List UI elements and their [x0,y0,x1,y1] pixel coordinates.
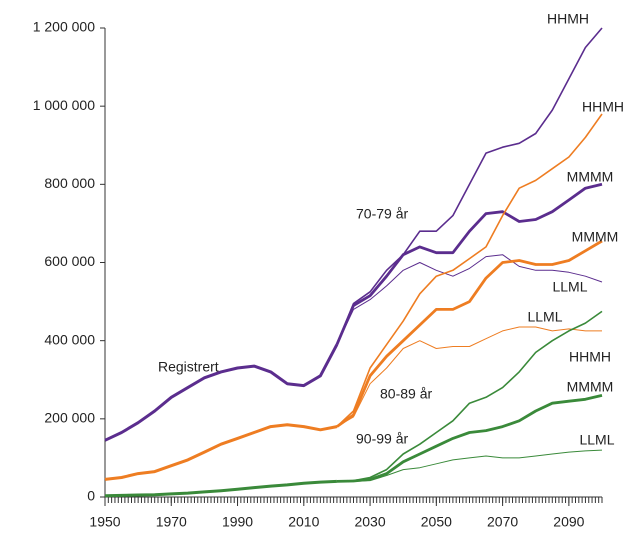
series-label: LLML [527,309,562,325]
y-tick-label: 800 000 [44,175,95,191]
series-line [104,343,339,442]
annotation: 80-89 år [380,386,432,402]
series-line [336,113,603,428]
x-tick-label: 1970 [156,514,187,530]
series-label: HHMH [569,349,611,365]
x-tick-label: 2050 [421,514,452,530]
y-tick-label: 1 200 000 [33,19,95,35]
series-line [104,479,337,498]
x-tick-label: 2030 [354,514,385,530]
x-tick-label: 2070 [487,514,518,530]
series-label: MMMM [567,379,614,395]
series-line [335,182,603,346]
series-line [336,27,603,345]
series-label: LLML [579,432,614,448]
series-line [104,423,338,481]
x-tick-label: 1950 [89,514,120,530]
x-tick-label: 1990 [222,514,253,530]
series-line [336,310,603,483]
y-tick-label: 0 [87,488,95,504]
series-line [336,394,603,483]
series-line [336,326,602,428]
series-line [336,254,603,345]
annotation: 70-79 år [356,206,408,222]
x-tick-label: 2090 [553,514,584,530]
series-label: LLML [552,279,587,295]
annotation: Registrert [158,359,219,375]
series-label: HHMH [547,11,589,27]
y-tick-label: 400 000 [44,331,95,347]
series-label: MMMM [572,229,619,245]
y-tick-label: 1 000 000 [33,97,95,113]
series-line [336,449,603,482]
y-tick-label: 600 000 [44,253,95,269]
annotation: 90-99 år [356,431,408,447]
y-tick-label: 200 000 [44,410,95,426]
series-line [336,239,603,428]
series-label: HHMH [582,99,624,115]
x-tick-label: 2010 [288,514,319,530]
series-label: MMMM [567,169,614,185]
